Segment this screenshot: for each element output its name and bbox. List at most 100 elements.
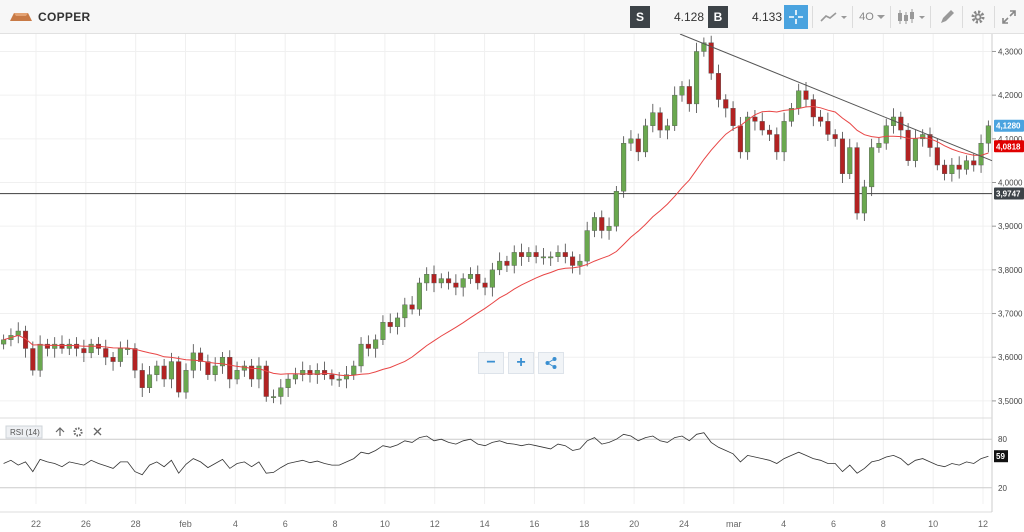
candle-body	[912, 138, 918, 161]
current-price-label-bg	[994, 119, 1024, 132]
rsi-value-bg	[994, 450, 1008, 463]
candle-body	[44, 343, 50, 349]
instrument-title: COPPER	[38, 10, 91, 24]
buy-price[interactable]: 4.133	[752, 10, 783, 24]
candle-body	[548, 256, 554, 259]
candle-body	[81, 348, 87, 354]
x-tick-label: 6	[831, 519, 836, 529]
ma-price-label: 4,0818	[996, 142, 1021, 151]
fullscreen-button[interactable]	[998, 5, 1020, 29]
candlestick-series	[1, 35, 991, 405]
rsi-line	[3, 432, 989, 476]
candle-body	[664, 125, 670, 131]
candle-body	[227, 357, 233, 380]
candle-body	[810, 99, 816, 118]
candle-body	[701, 42, 707, 52]
x-tick-label: 12	[978, 519, 988, 529]
candle-body	[825, 121, 831, 135]
candle-body	[796, 90, 802, 109]
candle-body	[621, 142, 627, 192]
candle-body	[453, 282, 459, 288]
candle-body	[642, 125, 649, 153]
candle-body	[832, 134, 838, 140]
gear-icon	[971, 10, 985, 24]
y-axis-ticks: 3,5000 3,6000 3,7000 3,8000 3,9000 4,0000 4,10…	[992, 47, 1023, 406]
x-tick-label: 22	[31, 519, 41, 529]
candle-body	[635, 138, 641, 153]
moving-average-line	[3, 105, 989, 377]
sell-label[interactable]: S	[630, 6, 650, 28]
y-tick-label: 3,8000	[998, 266, 1023, 275]
candle-body	[30, 348, 36, 371]
candle-body	[694, 51, 700, 105]
chart-grid	[0, 34, 993, 513]
crosshair-button[interactable]	[784, 5, 808, 29]
rsi-value-label: 59	[996, 452, 1005, 461]
buy-label[interactable]: B	[708, 6, 728, 28]
candle-body	[402, 304, 408, 319]
candle-body	[577, 260, 583, 266]
candle-body	[467, 274, 474, 279]
y-tick-label: 4,3000	[998, 47, 1023, 56]
candle-body	[942, 164, 948, 174]
x-tick-label: 4	[233, 519, 238, 529]
chevron-down-icon	[876, 15, 885, 19]
candle-body	[584, 230, 590, 262]
candle-body	[978, 142, 984, 166]
candle-body	[803, 90, 809, 100]
sell-price[interactable]: 4.128	[674, 10, 705, 24]
candle-body	[446, 278, 452, 284]
x-tick-label: 8	[333, 519, 338, 529]
candle-body	[657, 112, 663, 131]
x-tick-label: 8	[881, 519, 886, 529]
candle-body	[606, 225, 612, 231]
candle-body	[190, 352, 196, 371]
draw-tool-button[interactable]	[936, 5, 958, 29]
settings-button[interactable]	[966, 5, 990, 29]
zoom-out-button[interactable]: −	[478, 352, 504, 374]
candle-body	[176, 361, 182, 393]
x-tick-label: 18	[579, 519, 589, 529]
zoom-controls: − +	[478, 352, 564, 374]
trendline	[679, 34, 993, 162]
level-price-label: 3,9747	[996, 190, 1021, 199]
candle-body	[723, 99, 729, 109]
x-tick-label: 20	[629, 519, 639, 529]
candle-body	[88, 343, 94, 354]
candle-body	[963, 160, 970, 170]
price-labels: 4,1280 4,0818 3,9747	[994, 119, 1024, 200]
crosshair-icon	[789, 10, 803, 24]
candle-body	[876, 142, 882, 148]
candle-body	[394, 317, 401, 327]
ma-price-label-bg	[994, 140, 1024, 153]
interval-select[interactable]: 4O	[858, 5, 886, 29]
zoom-in-button[interactable]: +	[508, 352, 534, 374]
candle-body	[15, 330, 21, 336]
candle-body	[650, 112, 656, 126]
chart-type-button[interactable]	[818, 5, 848, 29]
rsi-title-bg	[5, 425, 43, 439]
expand-icon	[1002, 10, 1016, 24]
candle-body	[66, 343, 72, 349]
candle-body	[934, 147, 940, 166]
candle-body	[679, 86, 685, 96]
share-button[interactable]	[538, 352, 564, 374]
y-tick-label: 3,9000	[998, 222, 1023, 231]
y-tick-label: 3,7000	[998, 310, 1023, 319]
candle-body	[781, 121, 787, 153]
candle-body	[730, 108, 736, 126]
candle-body	[278, 387, 284, 397]
candle-body	[686, 86, 692, 105]
candle-body	[263, 365, 269, 397]
candle-style-button[interactable]	[896, 5, 926, 29]
y-tick-label: 4,2000	[998, 91, 1023, 100]
price-chart[interactable]: 3,5000 3,6000 3,7000 3,8000 3,9000 4,0000 4,10…	[0, 34, 1024, 532]
gear-icon	[73, 427, 83, 437]
candle-body	[971, 160, 977, 166]
x-tick-label: feb	[179, 519, 192, 529]
candle-body	[409, 304, 415, 310]
candle-body	[555, 252, 561, 257]
candles-icon	[898, 9, 925, 24]
chart-toolbar: COPPER S 4.128 B 4.133 4O	[0, 0, 1024, 34]
candle-body	[322, 370, 328, 375]
